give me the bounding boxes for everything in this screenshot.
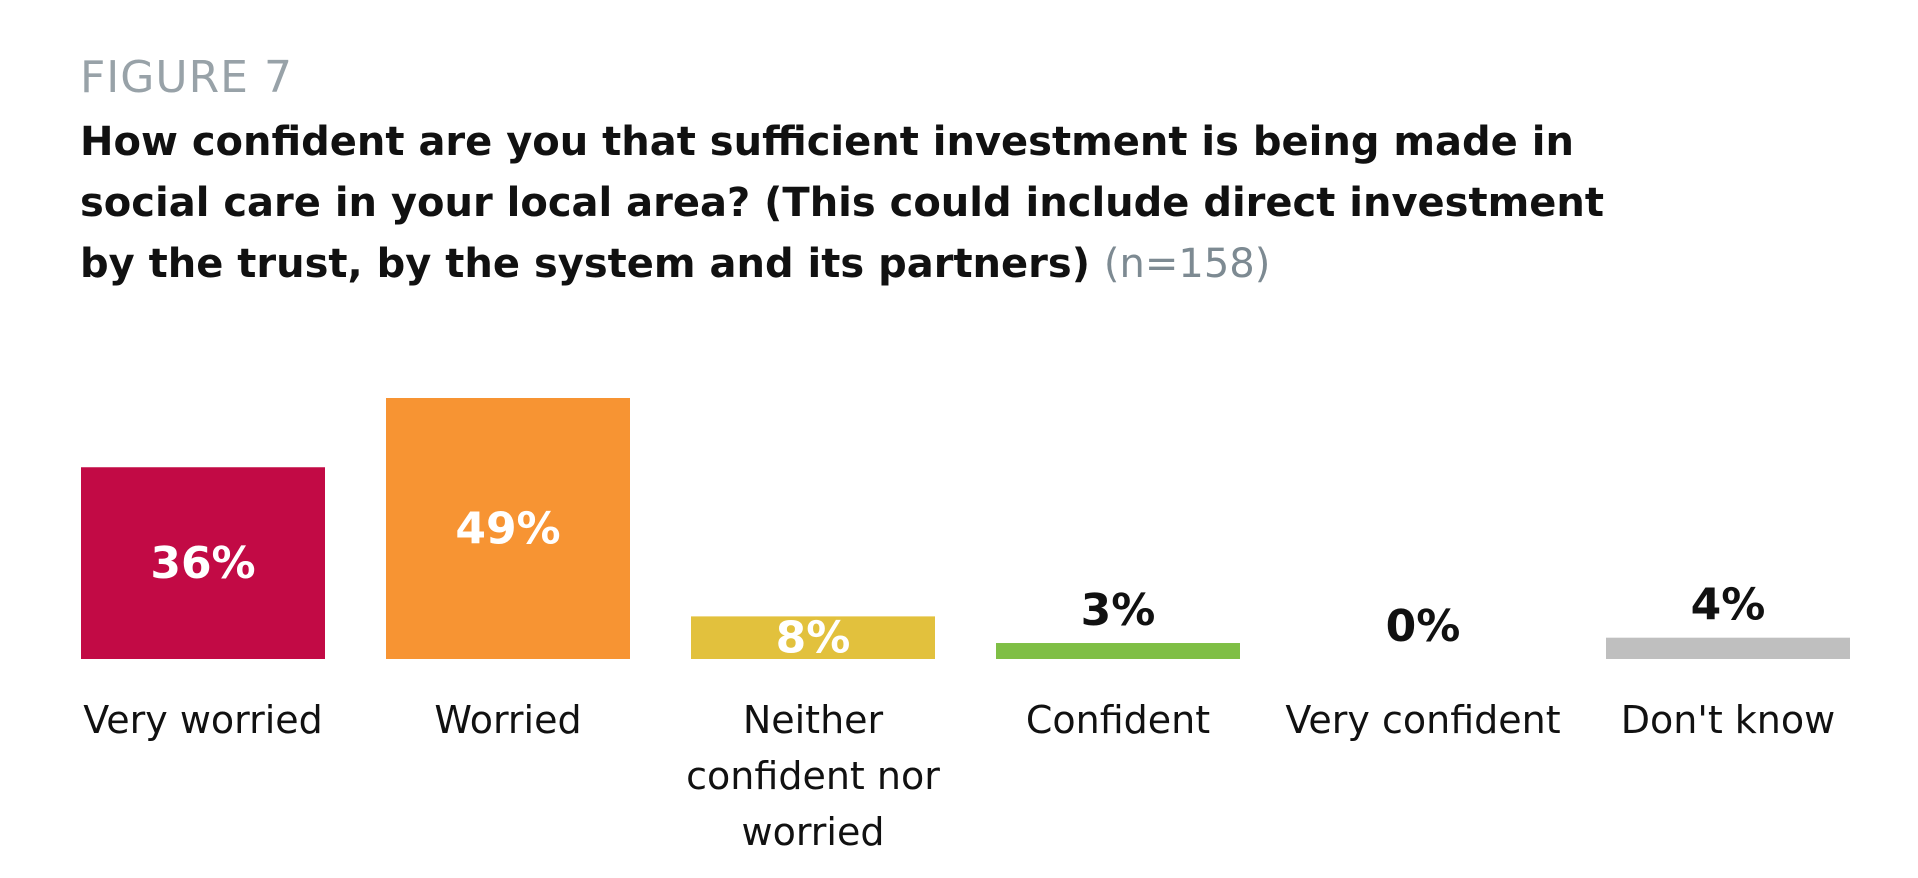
- bar-0: [81, 467, 325, 659]
- bar-1: [386, 398, 630, 659]
- category-label-1: Worried: [434, 698, 581, 742]
- data-label-5: 4%: [1691, 580, 1766, 631]
- data-label-0: 36%: [150, 538, 255, 589]
- category-label-0-line-0: Very worried: [83, 698, 323, 742]
- data-label-3: 3%: [1081, 585, 1156, 636]
- category-label-2: Neither confident nor worried: [686, 698, 940, 854]
- category-label-2-line-2: worried: [742, 810, 885, 854]
- category-label-4: Very confident: [1285, 698, 1560, 742]
- bar-2: [691, 616, 935, 659]
- chart-title-main: How confident are you that sufficient in…: [80, 119, 1605, 287]
- bar-5: [1606, 637, 1850, 659]
- category-label-5-line-0: Don't know: [1621, 698, 1835, 742]
- bar-3: [996, 643, 1240, 659]
- category-label-2-line-1: confident nor: [686, 754, 940, 798]
- data-label-1: 49%: [455, 504, 560, 555]
- data-label-2: 8%: [776, 613, 851, 664]
- figure-label: FIGURE 7: [80, 52, 293, 103]
- category-label-4-line-0: Very confident: [1285, 698, 1560, 742]
- category-label-2-line-0: Neither: [743, 698, 884, 742]
- category-label-5: Don't know: [1621, 698, 1835, 742]
- sample-size-note: (n=158): [1103, 241, 1271, 287]
- category-label-1-line-0: Worried: [434, 698, 581, 742]
- category-label-3: Confident: [1026, 698, 1210, 742]
- category-label-0: Very worried: [83, 698, 323, 742]
- chart-title: How confident are you that sufficient in…: [80, 112, 1640, 295]
- data-label-4: 0%: [1386, 601, 1461, 652]
- category-label-3-line-0: Confident: [1026, 698, 1210, 742]
